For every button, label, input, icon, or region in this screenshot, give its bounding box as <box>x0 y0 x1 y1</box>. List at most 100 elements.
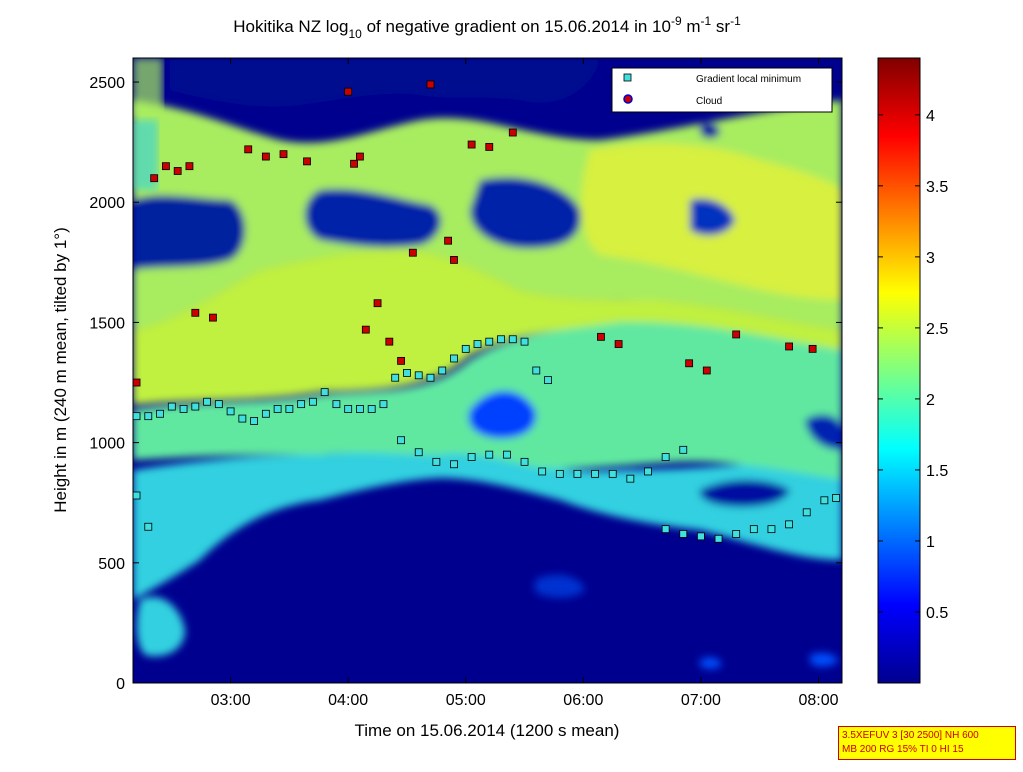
y-tick-label: 2000 <box>89 195 125 212</box>
minimum-point <box>344 405 353 413</box>
cloud-point <box>361 325 370 334</box>
colorbar <box>877 57 921 684</box>
minimum-point <box>144 522 153 531</box>
colorbar-tick-label: 2 <box>926 392 935 409</box>
series-cloud <box>133 80 817 387</box>
minimum-point <box>832 494 841 502</box>
minimum-point <box>226 407 235 416</box>
minimum-point <box>133 491 141 500</box>
cloud-point <box>209 313 217 322</box>
y-tick-label: 1000 <box>89 436 125 453</box>
minimum-point <box>485 337 494 346</box>
colorbar-tick-label: 1 <box>926 534 935 551</box>
minimum-point <box>544 376 552 385</box>
minimum-point <box>332 400 341 409</box>
cloud-point <box>467 140 476 149</box>
minimum-point <box>414 371 423 380</box>
x-axis: 03:00 04:00 05:00 06:00 07:00 08:00 <box>211 58 839 709</box>
minimum-point <box>732 530 741 538</box>
cloud-point <box>150 174 159 183</box>
minimum-point <box>167 402 176 411</box>
minimum-point <box>679 445 688 454</box>
cloud-point <box>261 152 270 161</box>
colorbar-tick-label: 3.5 <box>926 179 948 196</box>
minimum-point <box>467 453 476 461</box>
cloud-point <box>450 256 458 264</box>
plot-frame <box>132 57 843 684</box>
minimum-point <box>461 344 470 353</box>
cloud-point <box>808 344 817 353</box>
minimum-point <box>285 405 294 413</box>
minimum-point <box>250 417 259 425</box>
minimum-point <box>450 460 458 469</box>
minimum-point <box>538 467 547 476</box>
minimum-point <box>203 397 211 406</box>
minimum-point <box>497 335 505 344</box>
cloud-point <box>344 87 353 96</box>
colorbar-tick-label: 1.5 <box>926 463 948 480</box>
minimum-point <box>308 397 317 406</box>
colorbar-tick-label: 0.5 <box>926 605 948 622</box>
minimum-point <box>473 340 482 348</box>
minimum-point <box>397 436 405 445</box>
y-axis: 0 500 1000 1500 2000 2500 <box>89 75 842 693</box>
minimum-point <box>644 467 652 476</box>
minimum-point <box>608 469 617 478</box>
x-tick-label: 06:00 <box>563 692 603 709</box>
x-tick-label: 05:00 <box>446 692 486 709</box>
heatmap-field <box>133 58 842 683</box>
cloud-point <box>732 330 741 339</box>
minimum-point <box>367 405 376 413</box>
legend-marker-minimum <box>623 73 632 82</box>
cloud-point <box>702 366 711 375</box>
minimum-point <box>356 405 364 413</box>
x-tick-label: 04:00 <box>328 692 368 709</box>
minimum-point <box>661 453 670 461</box>
cloud-point <box>614 340 623 348</box>
minimum-point <box>179 405 188 413</box>
cloud-point <box>356 152 364 161</box>
minimum-point <box>144 412 153 421</box>
chart-title: Hokitika NZ log10 of negative gradient o… <box>233 14 741 41</box>
minimum-point <box>391 373 400 382</box>
minimum-point <box>403 369 411 377</box>
legend: Gradient local minimum Cloud <box>611 67 833 113</box>
minimum-point <box>214 400 223 409</box>
infobox-line-1: 3.5XEFUV 3 [30 2500] NH 600 <box>842 730 979 741</box>
colorbar-tick-label: 3 <box>926 250 935 267</box>
cloud-point <box>444 236 453 245</box>
cloud-point <box>162 162 170 171</box>
minimum-point <box>450 354 458 363</box>
minimum-point <box>573 469 582 478</box>
minimum-point <box>785 520 793 529</box>
cloud-point <box>426 80 435 89</box>
cloud-point <box>191 308 200 317</box>
cloud-point <box>133 378 141 387</box>
minimum-point <box>520 337 529 346</box>
minimum-point <box>626 474 635 483</box>
cloud-point <box>397 356 405 365</box>
cloud-point <box>173 167 182 175</box>
minimum-point <box>591 469 599 478</box>
minimum-point <box>133 412 141 421</box>
minimum-point <box>485 450 494 459</box>
cloud-point <box>350 159 358 168</box>
legend-label-cloud: Cloud <box>696 96 722 107</box>
y-tick-label: 0 <box>116 676 125 693</box>
minimum-point <box>261 409 270 418</box>
minimum-point <box>273 405 282 413</box>
y-tick-label: 1500 <box>89 315 125 332</box>
x-tick-label: 03:00 <box>211 692 251 709</box>
cloud-point <box>685 359 694 368</box>
minimum-point <box>802 508 811 517</box>
minimum-point <box>697 532 705 541</box>
y-tick-label: 500 <box>98 556 125 573</box>
minimum-point <box>156 409 164 418</box>
minimum-point <box>714 534 723 543</box>
cloud-point <box>785 342 793 351</box>
cloud-point <box>385 337 394 346</box>
minimum-point <box>532 366 541 375</box>
minimum-point <box>820 496 829 505</box>
colorbar-tick-label: 2.5 <box>926 321 948 338</box>
